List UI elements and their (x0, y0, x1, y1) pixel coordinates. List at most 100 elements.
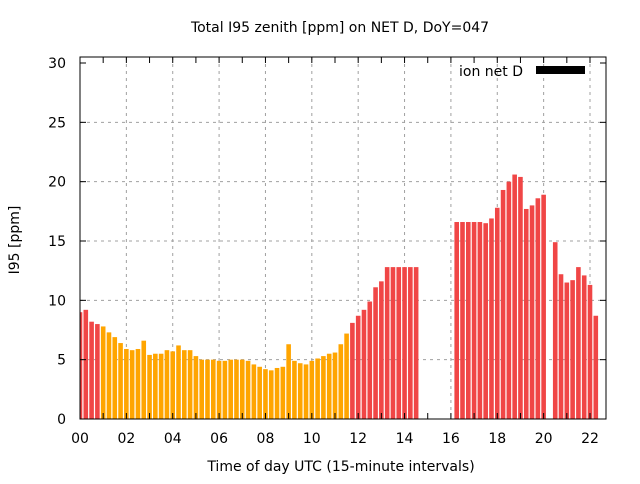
bar (512, 174, 517, 419)
bar (494, 207, 500, 419)
bar (338, 344, 344, 419)
x-tick-label: 20 (535, 431, 553, 447)
bar (297, 363, 303, 419)
y-axis-label: I95 [ppm] (7, 206, 23, 275)
x-tick-label: 18 (488, 431, 506, 447)
bar (471, 222, 477, 419)
bar (350, 322, 355, 419)
bar (379, 281, 384, 419)
bar (529, 205, 535, 419)
bar (518, 176, 523, 419)
bar (500, 189, 506, 419)
chart-title: Total I95 zenith [ppm] on NET D, DoY=047 (190, 20, 489, 36)
bar (141, 340, 147, 419)
bar (483, 223, 488, 419)
bar (164, 350, 170, 419)
bar (332, 352, 338, 419)
y-tick-label: 10 (48, 293, 66, 309)
bar (257, 366, 262, 419)
bar (321, 356, 326, 419)
x-tick-label: 14 (396, 431, 414, 447)
bar (239, 359, 245, 419)
bar (274, 367, 280, 419)
bar (506, 181, 512, 419)
bar (593, 315, 599, 419)
plot-frame (79, 56, 607, 420)
bar (367, 301, 373, 419)
bar (234, 359, 239, 419)
x-axis-label: Time of day UTC (15-minute intervals) (206, 459, 474, 475)
bar (268, 370, 274, 419)
y-tick-label: 5 (57, 353, 66, 369)
bar (106, 332, 112, 419)
bar (187, 350, 193, 419)
x-tick-label: 16 (442, 431, 460, 447)
bars (80, 174, 599, 419)
x-tick-label: 10 (303, 431, 321, 447)
x-tick-label: 02 (117, 431, 135, 447)
bar (489, 218, 494, 419)
bar (558, 274, 564, 419)
bar (523, 208, 529, 419)
x-axis: 00 02 04 06 08 10 12 14 16 18 20 22 (71, 57, 599, 447)
y-axis: 0 5 10 15 20 25 30 (48, 56, 606, 428)
bar (361, 309, 367, 419)
bar (199, 359, 205, 419)
bar (95, 324, 100, 419)
bar (344, 333, 349, 419)
bar (460, 222, 465, 419)
bar (158, 353, 164, 419)
x-tick-label: 04 (164, 431, 182, 447)
bar (535, 198, 541, 419)
bar (205, 359, 210, 419)
bar (129, 350, 135, 419)
bar (135, 348, 141, 419)
bar (228, 359, 233, 419)
bar (80, 312, 83, 419)
x-tick-label: 00 (71, 431, 89, 447)
bar (89, 321, 94, 419)
bar (570, 280, 575, 419)
bar (286, 344, 291, 419)
bar (263, 369, 268, 419)
bar (384, 267, 390, 419)
bar (373, 287, 378, 419)
bar (309, 360, 315, 419)
bar (251, 364, 257, 419)
bar (413, 267, 419, 419)
y-tick-label: 15 (48, 234, 66, 250)
bar (100, 326, 106, 419)
bar (124, 348, 129, 419)
y-tick-label: 0 (57, 412, 66, 428)
bar (280, 366, 286, 419)
bar (112, 337, 118, 419)
bar (83, 309, 89, 419)
bar (541, 194, 546, 419)
bar (402, 267, 407, 419)
legend-label: ion net D (459, 64, 523, 80)
legend-swatch (536, 66, 585, 74)
bar (454, 222, 460, 419)
bar (303, 364, 309, 419)
bar (147, 354, 152, 419)
bar (216, 360, 222, 419)
y-tick-label: 30 (48, 56, 66, 72)
bar (326, 353, 332, 419)
bar (581, 275, 587, 419)
bar (408, 267, 413, 419)
bar (210, 359, 216, 419)
bar (315, 358, 320, 419)
bar (355, 315, 361, 419)
bar (170, 351, 176, 419)
y-tick-label: 25 (48, 115, 66, 131)
y-tick-label: 20 (48, 175, 66, 191)
x-tick-label: 06 (210, 431, 228, 447)
bar (564, 282, 570, 419)
bar (118, 343, 123, 419)
x-tick-label: 12 (349, 431, 367, 447)
bar (245, 360, 251, 419)
bar (153, 353, 158, 419)
bar (176, 345, 181, 419)
bar (292, 360, 297, 419)
